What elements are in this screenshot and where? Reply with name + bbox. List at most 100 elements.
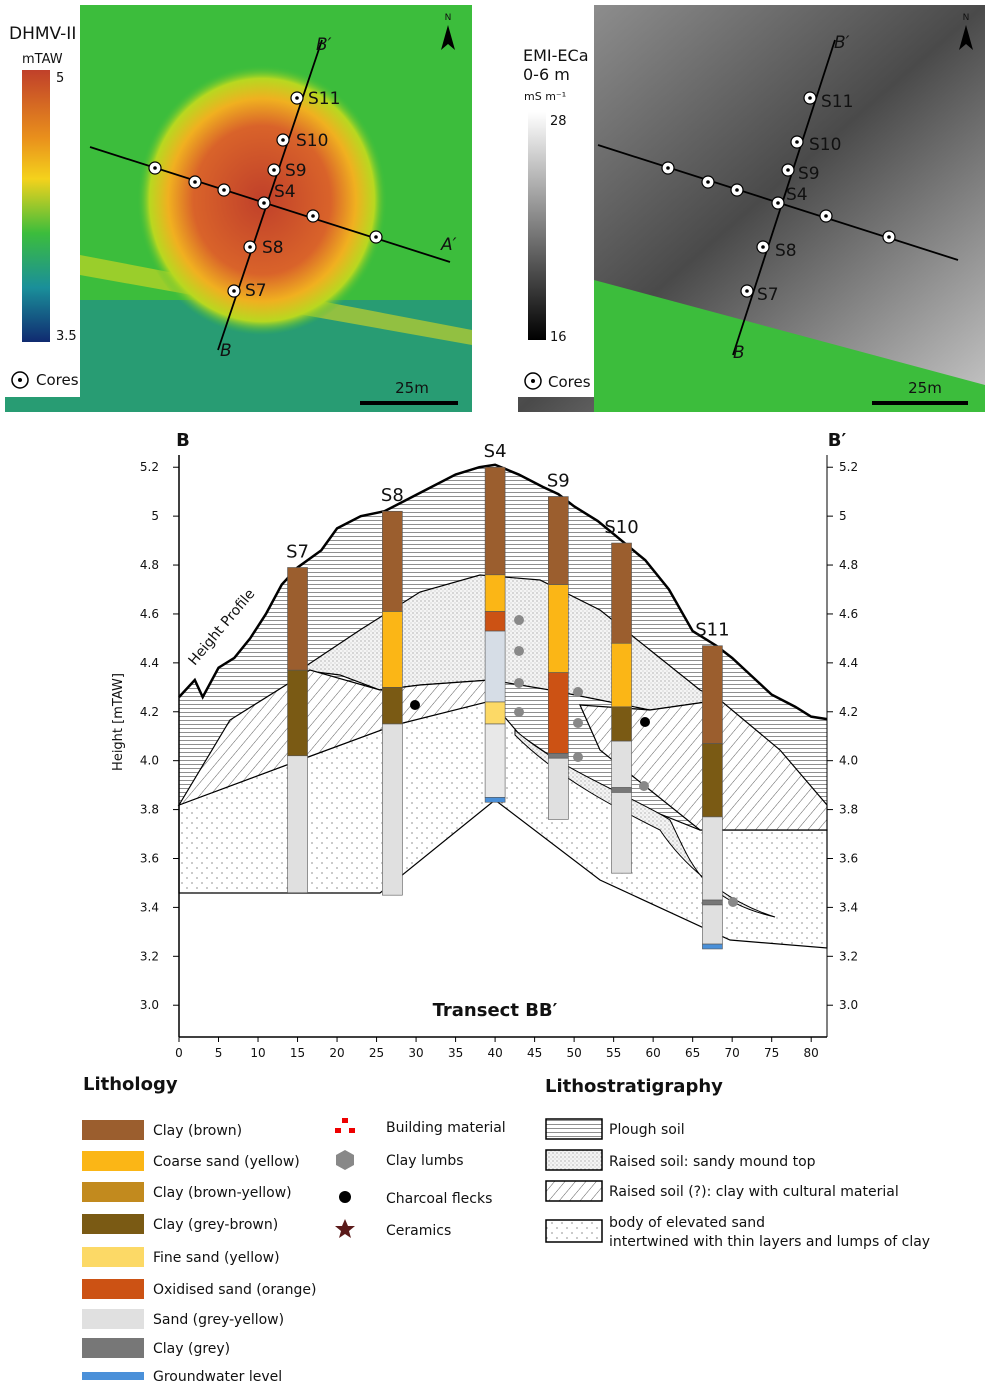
- legend-swatch: [82, 1247, 144, 1267]
- core-segment: [702, 899, 723, 906]
- core-segment: [702, 645, 723, 744]
- symbol-label: Ceramics: [386, 1223, 451, 1239]
- core-icon: [531, 379, 535, 383]
- map-label: S7: [757, 285, 779, 305]
- core-point: [295, 96, 299, 100]
- core-point: [808, 96, 812, 100]
- symbol-label: Building material: [386, 1120, 506, 1136]
- core-point: [795, 140, 799, 144]
- map-label: S9: [285, 161, 307, 181]
- core-segment: [548, 753, 569, 759]
- map-label: S10: [296, 131, 328, 151]
- core-segment: [287, 755, 308, 894]
- clay-lump: [514, 615, 524, 625]
- left-label: B: [176, 430, 190, 451]
- map-green: [594, 280, 985, 412]
- building-icon: [349, 1128, 355, 1133]
- map-label: S10: [809, 135, 841, 155]
- x-tick-label: 50: [566, 1046, 581, 1060]
- legend-label: Sand (grey-yellow): [153, 1312, 284, 1328]
- core-point: [262, 201, 266, 205]
- y-tick-label: 4.8: [839, 558, 858, 572]
- cores-label: Cores: [36, 371, 79, 389]
- y-tick-label: 4.8: [140, 558, 159, 572]
- core-segment: [548, 496, 569, 585]
- map-label: S11: [821, 92, 853, 112]
- legend-label: Clay (brown-yellow): [153, 1185, 292, 1201]
- map-label: B′: [834, 33, 850, 53]
- map-label: S4: [274, 182, 296, 202]
- height-profile: [178, 463, 828, 721]
- y-tick-label: 3.0: [140, 998, 159, 1012]
- strat-swatch: [545, 1149, 603, 1171]
- core-segment: [702, 943, 723, 950]
- map-label: B′: [316, 35, 332, 55]
- clay-lump: [514, 646, 524, 656]
- scale-bar-label: 25m: [395, 379, 429, 397]
- core-segment: [382, 687, 403, 725]
- y-tick-label: 3.8: [140, 803, 159, 817]
- north-label: N: [963, 13, 970, 23]
- x-tick-label: 15: [290, 1046, 305, 1060]
- core-icon: [18, 378, 22, 382]
- x-tick-label: 65: [685, 1046, 700, 1060]
- core-segment: [484, 574, 506, 612]
- charcoal: [640, 717, 650, 727]
- x-tick-label: 25: [369, 1046, 384, 1060]
- x-tick-label: 35: [448, 1046, 463, 1060]
- y-tick-label: 4.6: [140, 607, 159, 621]
- y-tick-label: 3.4: [140, 900, 159, 914]
- core-segment: [382, 611, 403, 688]
- clay-lump: [728, 897, 738, 907]
- legend-label: Clay (brown): [153, 1123, 242, 1139]
- core-segment: [611, 740, 632, 788]
- cores-label: Cores: [548, 373, 591, 391]
- core-segment: [548, 672, 569, 754]
- y-tick-label: 3.6: [839, 851, 858, 865]
- core-point: [666, 166, 670, 170]
- transect-line: [217, 39, 323, 351]
- core-label: S11: [695, 620, 729, 641]
- scale-min: 3.5: [56, 329, 77, 344]
- north-label: N: [445, 13, 452, 23]
- core-point: [272, 168, 276, 172]
- core-point: [706, 180, 710, 184]
- core-segment: [611, 542, 632, 644]
- core-segment: [611, 787, 632, 793]
- strat-label: body of elevated sand: [609, 1215, 765, 1231]
- charcoal: [410, 700, 420, 710]
- y-tick-label: 4.4: [839, 656, 858, 670]
- scale-min: 16: [550, 330, 567, 345]
- map-title: DHMV-II: [9, 24, 76, 44]
- scale-max: 5: [56, 71, 64, 86]
- strat-swatch: [545, 1219, 603, 1243]
- legend-label: Clay (grey-brown): [153, 1217, 278, 1233]
- x-tick-label: 5: [215, 1046, 223, 1060]
- strat-swatch: [545, 1118, 603, 1140]
- core-segment: [484, 611, 506, 632]
- legend-swatch: [82, 1182, 144, 1202]
- core-point: [761, 245, 765, 249]
- core-point: [776, 201, 780, 205]
- legend-swatch: [82, 1309, 144, 1329]
- clay-lump: [573, 687, 583, 697]
- x-tick-label: 45: [527, 1046, 542, 1060]
- core-label: S9: [547, 471, 570, 492]
- core-segment: [484, 466, 506, 576]
- transect-line: [732, 39, 836, 356]
- legend-label: Fine sand (yellow): [153, 1250, 280, 1266]
- core-point: [248, 245, 252, 249]
- y-tick-label: 4.0: [140, 754, 159, 768]
- strat-label: Raised soil: sandy mound top: [609, 1154, 816, 1170]
- color-bar: [22, 70, 50, 342]
- legend-label: Oxidised sand (orange): [153, 1282, 317, 1298]
- map-label: S9: [798, 164, 820, 184]
- section-symbols: [410, 615, 738, 907]
- core-label: S4: [484, 441, 507, 462]
- map-subtitle: 0-6 m: [523, 65, 570, 84]
- y-tick-label: 3.0: [839, 998, 858, 1012]
- map-title: EMI-ECa: [523, 46, 589, 65]
- y-tick-label: 5.2: [839, 460, 858, 474]
- core-segment: [702, 904, 723, 945]
